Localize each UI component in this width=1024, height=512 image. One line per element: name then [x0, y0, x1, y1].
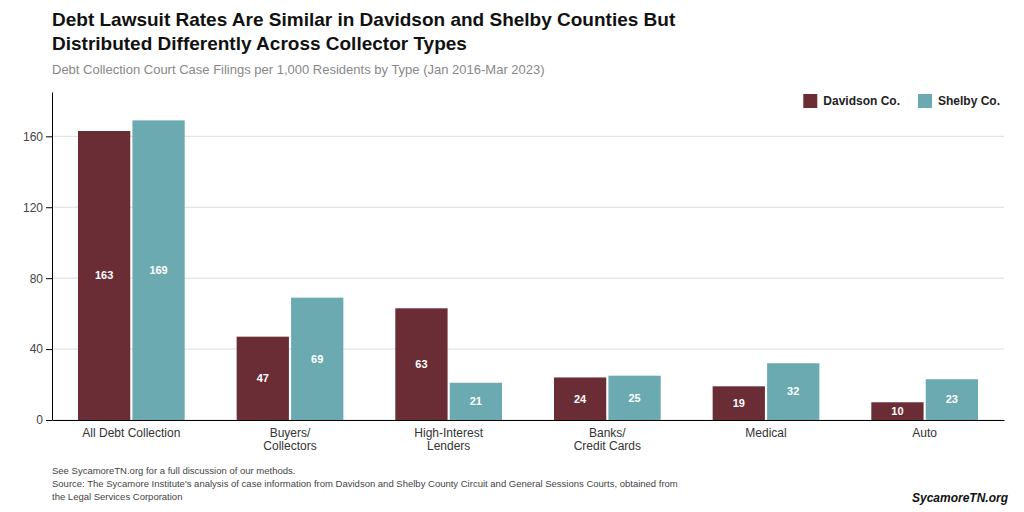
bar: [926, 379, 978, 420]
y-tick-label: 160: [23, 130, 43, 144]
y-tick: 80: [30, 272, 52, 286]
data-label: 163: [95, 269, 113, 281]
x-tick-label: Buyers/Collectors: [263, 426, 316, 454]
grid-line: [52, 136, 1004, 137]
grid-line: [52, 420, 1004, 421]
data-label: 69: [311, 353, 323, 365]
data-label: 47: [257, 372, 269, 384]
x-tick-label: High-InterestLenders: [414, 426, 483, 454]
bar: [237, 337, 289, 420]
y-axis-line: [52, 93, 53, 421]
grid-line: [52, 349, 1004, 350]
bar: [395, 308, 447, 420]
y-tick: 0: [36, 413, 52, 427]
data-label: 63: [415, 358, 427, 370]
x-tick: Medical: [745, 426, 786, 440]
y-tick-label: 0: [36, 413, 43, 427]
x-tick: Buyers/Collectors: [263, 426, 316, 454]
plot: 0 40 80 120 160 All Debt Collection Buyers/Col…: [23, 93, 1005, 454]
bar: [132, 120, 184, 420]
y-tick-mark: [46, 349, 52, 350]
data-labels: 163 47 63 24 19 10 169 69 21 25 32 23: [95, 264, 958, 417]
legend-swatch: [918, 94, 932, 108]
y-tick: 40: [30, 342, 52, 356]
footnote: See SycamoreTN.org for a full discussion…: [52, 465, 295, 476]
data-label: 21: [470, 395, 482, 407]
data-label: 10: [891, 405, 903, 417]
x-tick-label: Banks/Credit Cards: [574, 426, 641, 454]
legend-label: Davidson Co.: [823, 94, 900, 108]
y-tick-mark: [46, 420, 52, 421]
y-tick-mark: [46, 136, 52, 137]
y-tick: 160: [23, 130, 52, 144]
legend: Davidson Co. Shelby Co.: [803, 94, 1000, 108]
data-label: 19: [733, 397, 745, 409]
y-axis: 0 40 80 120 160: [23, 93, 53, 428]
series: [132, 120, 978, 420]
x-tick-label: Auto: [912, 426, 937, 440]
y-tick-mark: [46, 278, 52, 279]
legend-swatch: [803, 94, 817, 108]
series: [78, 131, 924, 420]
watermark: SycamoreTN.org: [912, 491, 1009, 505]
y-tick-mark: [46, 207, 52, 208]
data-label: 23: [946, 393, 958, 405]
bar: [554, 377, 606, 420]
footnote: the Legal Services Corporation: [52, 491, 182, 502]
x-tick: Banks/Credit Cards: [574, 426, 641, 454]
subtitle: Debt Collection Court Case Filings per 1…: [52, 62, 545, 77]
bar: [450, 383, 502, 420]
bar: [608, 376, 660, 420]
data-label: 169: [149, 264, 167, 276]
grid-line: [52, 207, 1004, 208]
legend-label: Shelby Co.: [938, 94, 1000, 108]
x-tick: Auto: [912, 426, 937, 440]
grid-line: [52, 278, 1004, 279]
legend-item: Davidson Co.: [803, 94, 900, 108]
data-label: 25: [628, 392, 640, 404]
y-tick: 120: [23, 201, 52, 215]
bar: [291, 298, 343, 420]
x-tick: All Debt Collection: [82, 426, 180, 440]
bar: [871, 402, 923, 420]
chart: Debt Lawsuit Rates Are Similar in Davids…: [0, 0, 1024, 512]
y-tick-label: 80: [30, 272, 44, 286]
y-tick-label: 120: [23, 201, 43, 215]
x-tick-label: All Debt Collection: [82, 426, 180, 440]
x-tick: High-InterestLenders: [414, 426, 483, 454]
x-tick-label: Medical: [745, 426, 786, 440]
y-tick-label: 40: [30, 342, 44, 356]
x-axis: All Debt Collection Buyers/Collectors High…: [53, 421, 1005, 454]
x-axis-line: [53, 420, 1005, 421]
grid: [52, 136, 1004, 420]
data-label: 32: [787, 385, 799, 397]
title: Debt Lawsuit Rates Are Similar in Davids…: [52, 9, 676, 54]
legend-item: Shelby Co.: [918, 94, 1000, 108]
data-label: 24: [574, 393, 587, 405]
bar: [78, 131, 130, 420]
bar: [713, 386, 765, 420]
bar: [767, 363, 819, 420]
bars: [78, 120, 978, 420]
footnote: Source: The Sycamore Institute's analysi…: [52, 478, 678, 489]
